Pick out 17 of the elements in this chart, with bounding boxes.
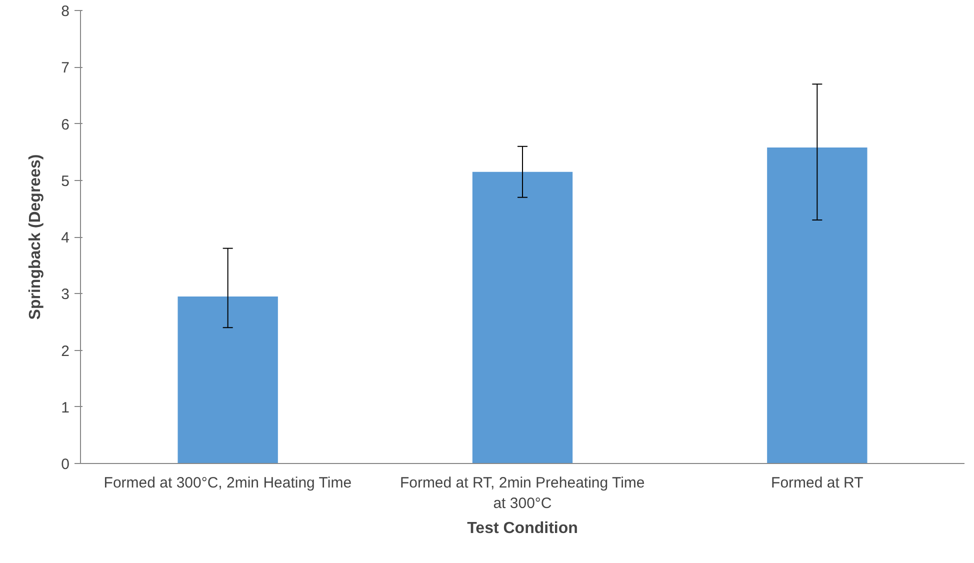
y-tick-label: 1 xyxy=(61,399,70,416)
y-tick-label: 5 xyxy=(61,172,70,190)
y-tick-label: 8 xyxy=(61,3,70,20)
x-tick-label: Formed at RT xyxy=(771,474,864,492)
y-tick-label: 2 xyxy=(61,342,70,360)
y-tick-label: 4 xyxy=(61,230,70,246)
x-axis-title: Test Condition xyxy=(467,520,578,537)
bar xyxy=(178,296,278,464)
y-tick-label: 7 xyxy=(61,60,70,77)
y-tick-label: 3 xyxy=(61,286,70,304)
bar xyxy=(767,148,868,464)
x-tick-label: Formed at 300°C, 2min Heating Time xyxy=(104,474,352,492)
y-tick-label: 0 xyxy=(61,456,70,473)
y-tick-label: 6 xyxy=(61,116,70,134)
bar xyxy=(472,172,573,464)
x-tick-label: Formed at RT, 2min Preheating Time at 300°C xyxy=(400,474,645,512)
y-axis-title: Springback (Degrees) xyxy=(27,154,44,320)
